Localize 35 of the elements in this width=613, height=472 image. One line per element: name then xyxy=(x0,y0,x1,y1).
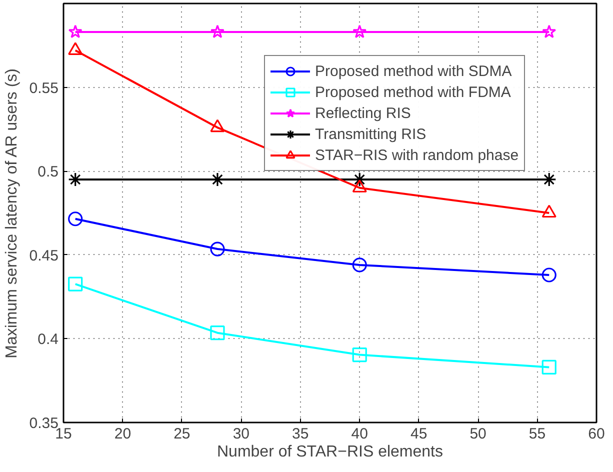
point xyxy=(210,119,225,132)
x-tick-label: 35 xyxy=(292,426,309,442)
x-tick-label: 25 xyxy=(174,426,190,442)
point xyxy=(68,24,82,38)
x-tick-label: 45 xyxy=(410,426,428,442)
x-tick-label: 20 xyxy=(114,426,132,442)
point xyxy=(210,172,225,187)
x-tick-label: 40 xyxy=(351,426,368,442)
point xyxy=(210,24,224,38)
point xyxy=(68,42,83,55)
legend-label: Proposed method with FDMA xyxy=(315,82,511,102)
point xyxy=(68,212,83,226)
point xyxy=(210,326,225,340)
point xyxy=(542,268,556,282)
x-tick-label: 55 xyxy=(528,426,546,442)
legend-label: Reflecting RIS xyxy=(315,104,411,123)
x-axis-title: Number of STAR−RIS elements xyxy=(216,444,444,460)
legend-label: STAR−RIS with random phase xyxy=(315,146,519,165)
y-tick-label: 0.55 xyxy=(29,80,59,97)
y-tick-label: 0.4 xyxy=(38,331,59,348)
point xyxy=(542,360,556,374)
point xyxy=(68,276,83,292)
y-tick-label: 0.45 xyxy=(29,247,59,264)
y-tick-label: 0.5 xyxy=(38,164,59,181)
y-axis-title: Maximum service latency of AR users (s) xyxy=(3,68,20,358)
point xyxy=(542,24,556,38)
point xyxy=(210,242,225,256)
point xyxy=(352,258,367,272)
legend-label: Proposed method with SDMA xyxy=(315,62,512,81)
point xyxy=(352,24,367,38)
x-tick-label: 60 xyxy=(588,426,605,442)
legend-label: Transmitting RIS xyxy=(315,124,426,144)
point xyxy=(352,347,367,362)
x-tick-label: 30 xyxy=(232,426,250,442)
x-tick-label: 50 xyxy=(470,426,486,442)
